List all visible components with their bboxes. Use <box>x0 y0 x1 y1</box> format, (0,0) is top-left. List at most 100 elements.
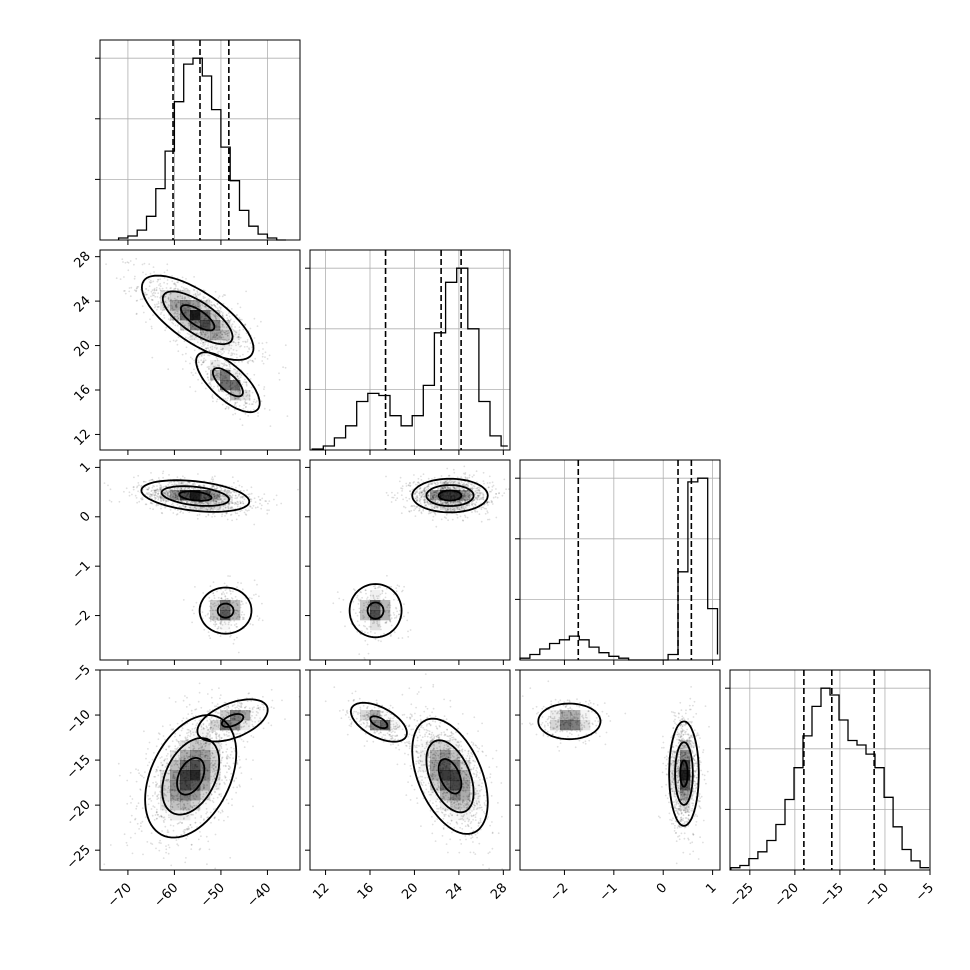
sample-point <box>211 362 214 365</box>
sample-point <box>436 489 438 492</box>
sample-point <box>219 341 222 344</box>
sample-point <box>154 489 157 492</box>
sample-point <box>460 502 463 505</box>
sample-point <box>192 303 194 306</box>
sample-point <box>150 281 153 284</box>
sample-point <box>172 504 175 507</box>
sample-point <box>200 764 203 767</box>
sample-point <box>238 615 241 618</box>
sample-point <box>170 298 173 301</box>
sample-point <box>195 508 197 511</box>
sample-point <box>240 726 243 729</box>
sample-point <box>178 756 181 759</box>
sample-point <box>208 349 211 352</box>
sample-point <box>491 500 493 503</box>
sample-point <box>198 750 201 752</box>
sample-point <box>168 496 171 498</box>
sample-point <box>201 746 204 748</box>
sample-point <box>486 500 489 503</box>
sample-point <box>217 325 220 328</box>
sample-point <box>153 289 156 292</box>
sample-point <box>439 505 442 508</box>
sample-point <box>418 492 421 495</box>
sample-point <box>460 506 463 509</box>
sample-point <box>236 372 239 375</box>
sample-point <box>213 495 216 497</box>
sample-point <box>165 485 168 488</box>
sample-point <box>213 597 216 599</box>
sample-point <box>143 480 146 483</box>
sample-point <box>173 491 176 493</box>
sample-point <box>174 324 177 327</box>
sample-point <box>217 341 220 343</box>
sample-point <box>195 795 198 797</box>
sample-point <box>210 303 213 306</box>
sample-point <box>156 488 159 491</box>
sample-point <box>210 730 213 732</box>
sample-point <box>168 846 171 849</box>
sample-point <box>127 269 130 272</box>
sample-point <box>172 282 175 285</box>
sample-point <box>156 488 159 491</box>
sample-point <box>147 493 150 496</box>
sample-point <box>155 770 157 773</box>
sample-point <box>249 717 252 719</box>
sample-point <box>456 501 459 503</box>
sample-point <box>180 756 183 759</box>
sample-point <box>207 732 210 735</box>
sample-point <box>180 487 183 490</box>
sample-point <box>225 330 227 333</box>
sample-point <box>470 493 473 496</box>
sample-point <box>167 297 170 300</box>
sample-point <box>177 289 180 292</box>
sample-point <box>258 595 260 598</box>
sample-point <box>235 344 237 347</box>
sample-point <box>245 722 248 725</box>
sample-point <box>466 516 469 519</box>
sample-point <box>222 320 225 323</box>
sample-point <box>225 314 228 317</box>
sample-point <box>169 824 172 827</box>
sample-point <box>262 708 265 711</box>
sample-point <box>127 261 130 264</box>
sample-point <box>204 756 207 759</box>
sample-point <box>155 495 158 497</box>
sample-point <box>186 696 188 699</box>
sample-point <box>161 764 164 766</box>
sample-point <box>429 492 432 494</box>
sample-point <box>186 732 188 735</box>
sample-point <box>216 307 219 310</box>
sample-point <box>265 341 268 344</box>
sample-point <box>231 498 234 501</box>
sample-point <box>175 759 177 762</box>
sample-point <box>141 775 144 777</box>
sample-point <box>441 502 444 505</box>
sample-point <box>140 497 142 500</box>
sample-point <box>222 500 224 503</box>
sample-point <box>119 278 122 280</box>
sample-point <box>128 290 131 293</box>
sample-point <box>177 766 180 768</box>
sample-point <box>209 742 212 745</box>
sample-point <box>471 488 473 490</box>
sample-point <box>150 502 153 505</box>
sample-point <box>256 325 259 327</box>
sample-point <box>409 490 411 493</box>
density-bin <box>220 340 231 351</box>
sample-point <box>227 575 230 577</box>
sample-point <box>167 785 170 788</box>
sample-point <box>163 787 166 790</box>
sample-point <box>172 322 175 325</box>
density-bin <box>210 330 221 341</box>
contour-lines <box>140 479 253 635</box>
sample-point <box>209 757 212 760</box>
sample-point <box>215 488 217 491</box>
sample-point <box>238 405 241 407</box>
sample-point <box>243 404 246 407</box>
sample-point <box>154 814 157 816</box>
sample-point <box>260 320 262 323</box>
sample-point <box>228 712 230 714</box>
sample-point <box>423 489 426 492</box>
sample-point <box>471 475 474 478</box>
sample-point <box>225 743 228 746</box>
